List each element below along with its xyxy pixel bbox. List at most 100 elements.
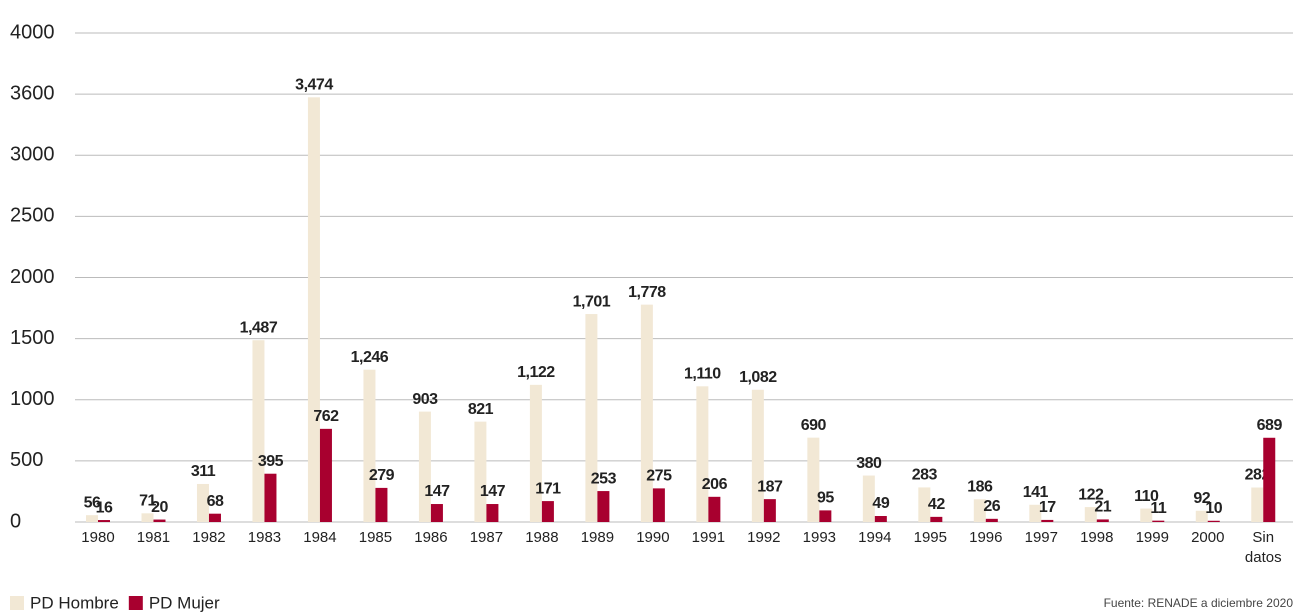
legend-label: PD Mujer <box>149 593 220 612</box>
y-tick-label: 1500 <box>10 327 55 349</box>
bar <box>541 501 554 522</box>
value-label: 689 <box>1257 417 1283 434</box>
y-tick-label: 4000 <box>10 21 55 43</box>
y-tick-label: 2500 <box>10 205 55 227</box>
value-label: 1,110 <box>684 366 721 383</box>
value-label: 110 <box>1134 488 1159 505</box>
value-label: 1,778 <box>628 284 666 301</box>
value-label: 206 <box>702 476 728 493</box>
y-tick-label: 2000 <box>10 266 55 288</box>
value-label: 16 <box>96 499 113 516</box>
value-label: 187 <box>757 478 783 495</box>
value-label: 1,082 <box>739 369 777 386</box>
x-tick-label: 1987 <box>470 529 503 546</box>
value-label: 253 <box>591 470 617 487</box>
value-label: 171 <box>535 480 561 497</box>
value-label: 122 <box>1078 486 1104 503</box>
bar <box>97 520 110 522</box>
bar <box>1084 507 1097 522</box>
x-tick-label: 1985 <box>359 529 392 546</box>
bar <box>474 421 487 522</box>
x-tick-label: Sin datos <box>1245 529 1282 566</box>
value-label: 283 <box>912 467 938 484</box>
value-label: 1,487 <box>240 319 278 336</box>
x-tick-label: 1990 <box>636 529 669 546</box>
x-tick-label: 1996 <box>969 529 1002 546</box>
bar <box>1195 510 1208 522</box>
bar <box>597 491 610 522</box>
x-tick-label: 1992 <box>747 529 780 546</box>
bar <box>640 304 653 522</box>
x-tick-label: 2000 <box>1191 529 1224 546</box>
value-label: 1,701 <box>573 293 611 310</box>
value-label: 10 <box>1205 500 1222 517</box>
bar <box>696 386 709 522</box>
bar <box>930 516 943 522</box>
bar <box>807 437 820 522</box>
value-label: 147 <box>424 483 450 500</box>
bar <box>1041 519 1054 522</box>
value-label: 3,474 <box>295 77 333 94</box>
value-label: 95 <box>817 490 834 507</box>
legend-swatch <box>10 596 24 610</box>
y-tick-label: 0 <box>10 510 21 532</box>
value-label: 21 <box>1094 499 1111 516</box>
bar <box>85 515 98 522</box>
value-label: 762 <box>313 408 339 425</box>
bar <box>1096 519 1109 522</box>
bar <box>985 518 998 522</box>
bar <box>486 504 499 522</box>
value-label: 71 <box>139 493 156 510</box>
value-label: 1,122 <box>517 364 555 381</box>
value-label: 275 <box>646 468 672 485</box>
x-tick-label: 1997 <box>1025 529 1058 546</box>
x-tick-label: 1999 <box>1136 529 1169 546</box>
y-tick-label: 1000 <box>10 388 55 410</box>
value-label: 395 <box>258 453 284 470</box>
value-label: 68 <box>207 493 224 510</box>
x-tick-label: 1993 <box>803 529 836 546</box>
x-tick-label: 1995 <box>914 529 947 546</box>
x-tick-label: 1988 <box>525 529 558 546</box>
value-label: 279 <box>369 467 395 484</box>
legend-swatch <box>128 596 143 610</box>
bar <box>319 428 332 522</box>
bar <box>973 499 986 522</box>
value-label: 147 <box>480 483 506 500</box>
bar <box>819 510 832 522</box>
bar <box>918 487 931 522</box>
value-label: 690 <box>801 417 827 434</box>
source-note: Fuente: RENADE a diciembre 2020 <box>1104 596 1293 610</box>
value-label: 49 <box>872 495 889 512</box>
bar <box>585 314 598 522</box>
bar <box>529 384 542 522</box>
x-tick-label: 1991 <box>692 529 725 546</box>
x-tick-label: 1989 <box>581 529 614 546</box>
value-label: 821 <box>468 401 494 418</box>
value-label: 92 <box>1193 490 1210 507</box>
bar <box>264 473 277 522</box>
x-tick-label: 1980 <box>81 529 114 546</box>
x-tick-label: 1982 <box>192 529 225 546</box>
bar <box>862 475 875 522</box>
value-label: 311 <box>191 463 216 480</box>
y-tick-label: 500 <box>10 449 43 471</box>
value-label: 26 <box>983 498 1000 515</box>
bar <box>708 496 721 522</box>
legend-label: PD Hombre <box>30 593 119 612</box>
value-label: 11 <box>1150 500 1167 517</box>
x-tick-label: 1983 <box>248 529 281 546</box>
value-label: 17 <box>1039 499 1056 516</box>
value-label: 1,246 <box>351 349 389 366</box>
value-label: 141 <box>1023 484 1049 501</box>
value-label: 42 <box>928 496 945 513</box>
bar <box>141 513 154 522</box>
bar <box>874 516 887 522</box>
value-label: 56 <box>84 494 101 511</box>
value-label: 186 <box>967 478 993 495</box>
bar <box>1251 487 1264 522</box>
value-label: 903 <box>412 391 438 408</box>
bar <box>418 411 431 522</box>
bar <box>363 369 376 522</box>
bar <box>1152 520 1165 522</box>
